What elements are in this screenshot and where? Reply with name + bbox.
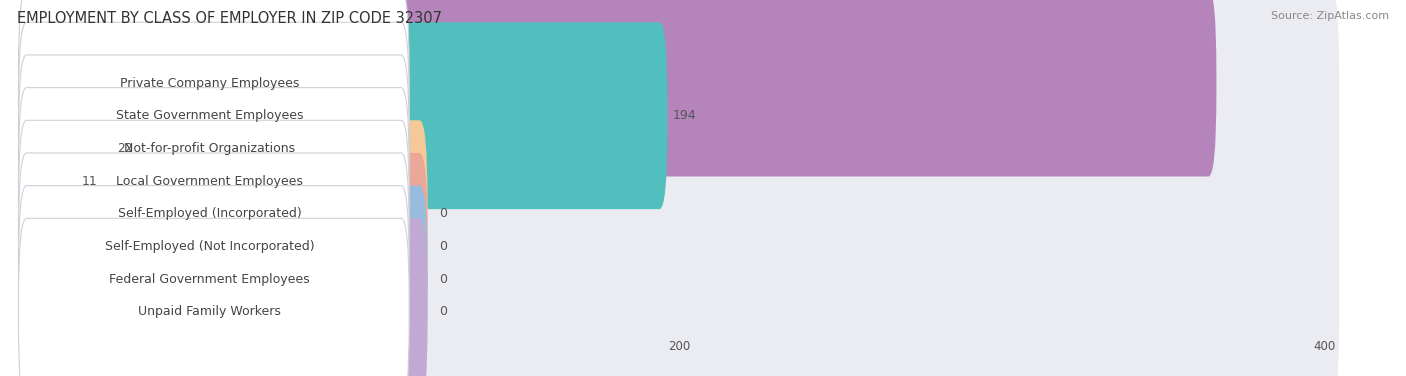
FancyBboxPatch shape bbox=[18, 88, 1339, 274]
FancyBboxPatch shape bbox=[18, 55, 1339, 242]
FancyBboxPatch shape bbox=[18, 55, 409, 242]
Text: State Government Employees: State Government Employees bbox=[115, 109, 304, 122]
Text: Not-for-profit Organizations: Not-for-profit Organizations bbox=[124, 142, 295, 155]
FancyBboxPatch shape bbox=[18, 120, 409, 307]
Text: 194: 194 bbox=[672, 109, 696, 122]
FancyBboxPatch shape bbox=[18, 218, 427, 376]
Text: EMPLOYMENT BY CLASS OF EMPLOYER IN ZIP CODE 32307: EMPLOYMENT BY CLASS OF EMPLOYER IN ZIP C… bbox=[17, 11, 441, 26]
FancyBboxPatch shape bbox=[18, 88, 409, 274]
Text: Unpaid Family Workers: Unpaid Family Workers bbox=[138, 305, 281, 318]
Text: 22: 22 bbox=[117, 142, 132, 155]
Text: Federal Government Employees: Federal Government Employees bbox=[110, 273, 309, 286]
FancyBboxPatch shape bbox=[18, 186, 409, 373]
Text: Source: ZipAtlas.com: Source: ZipAtlas.com bbox=[1271, 11, 1389, 21]
FancyBboxPatch shape bbox=[18, 120, 427, 307]
FancyBboxPatch shape bbox=[18, 0, 1216, 176]
Text: 0: 0 bbox=[439, 305, 447, 318]
Text: 11: 11 bbox=[82, 174, 97, 188]
Text: Private Company Employees: Private Company Employees bbox=[120, 77, 299, 89]
FancyBboxPatch shape bbox=[18, 186, 427, 373]
FancyBboxPatch shape bbox=[18, 120, 1339, 307]
FancyBboxPatch shape bbox=[18, 22, 668, 209]
FancyBboxPatch shape bbox=[18, 55, 112, 242]
FancyBboxPatch shape bbox=[18, 153, 409, 340]
FancyBboxPatch shape bbox=[18, 0, 409, 176]
Text: Local Government Employees: Local Government Employees bbox=[117, 174, 304, 188]
FancyBboxPatch shape bbox=[18, 22, 1339, 209]
Text: Self-Employed (Not Incorporated): Self-Employed (Not Incorporated) bbox=[105, 240, 315, 253]
FancyBboxPatch shape bbox=[18, 0, 1339, 176]
FancyBboxPatch shape bbox=[18, 153, 427, 340]
Text: 0: 0 bbox=[439, 207, 447, 220]
Text: 0: 0 bbox=[439, 273, 447, 286]
FancyBboxPatch shape bbox=[18, 218, 409, 376]
FancyBboxPatch shape bbox=[18, 22, 409, 209]
FancyBboxPatch shape bbox=[18, 88, 76, 274]
FancyBboxPatch shape bbox=[18, 218, 1339, 376]
FancyBboxPatch shape bbox=[18, 153, 1339, 340]
FancyBboxPatch shape bbox=[18, 186, 1339, 373]
Text: Self-Employed (Incorporated): Self-Employed (Incorporated) bbox=[118, 207, 301, 220]
Text: 0: 0 bbox=[439, 240, 447, 253]
